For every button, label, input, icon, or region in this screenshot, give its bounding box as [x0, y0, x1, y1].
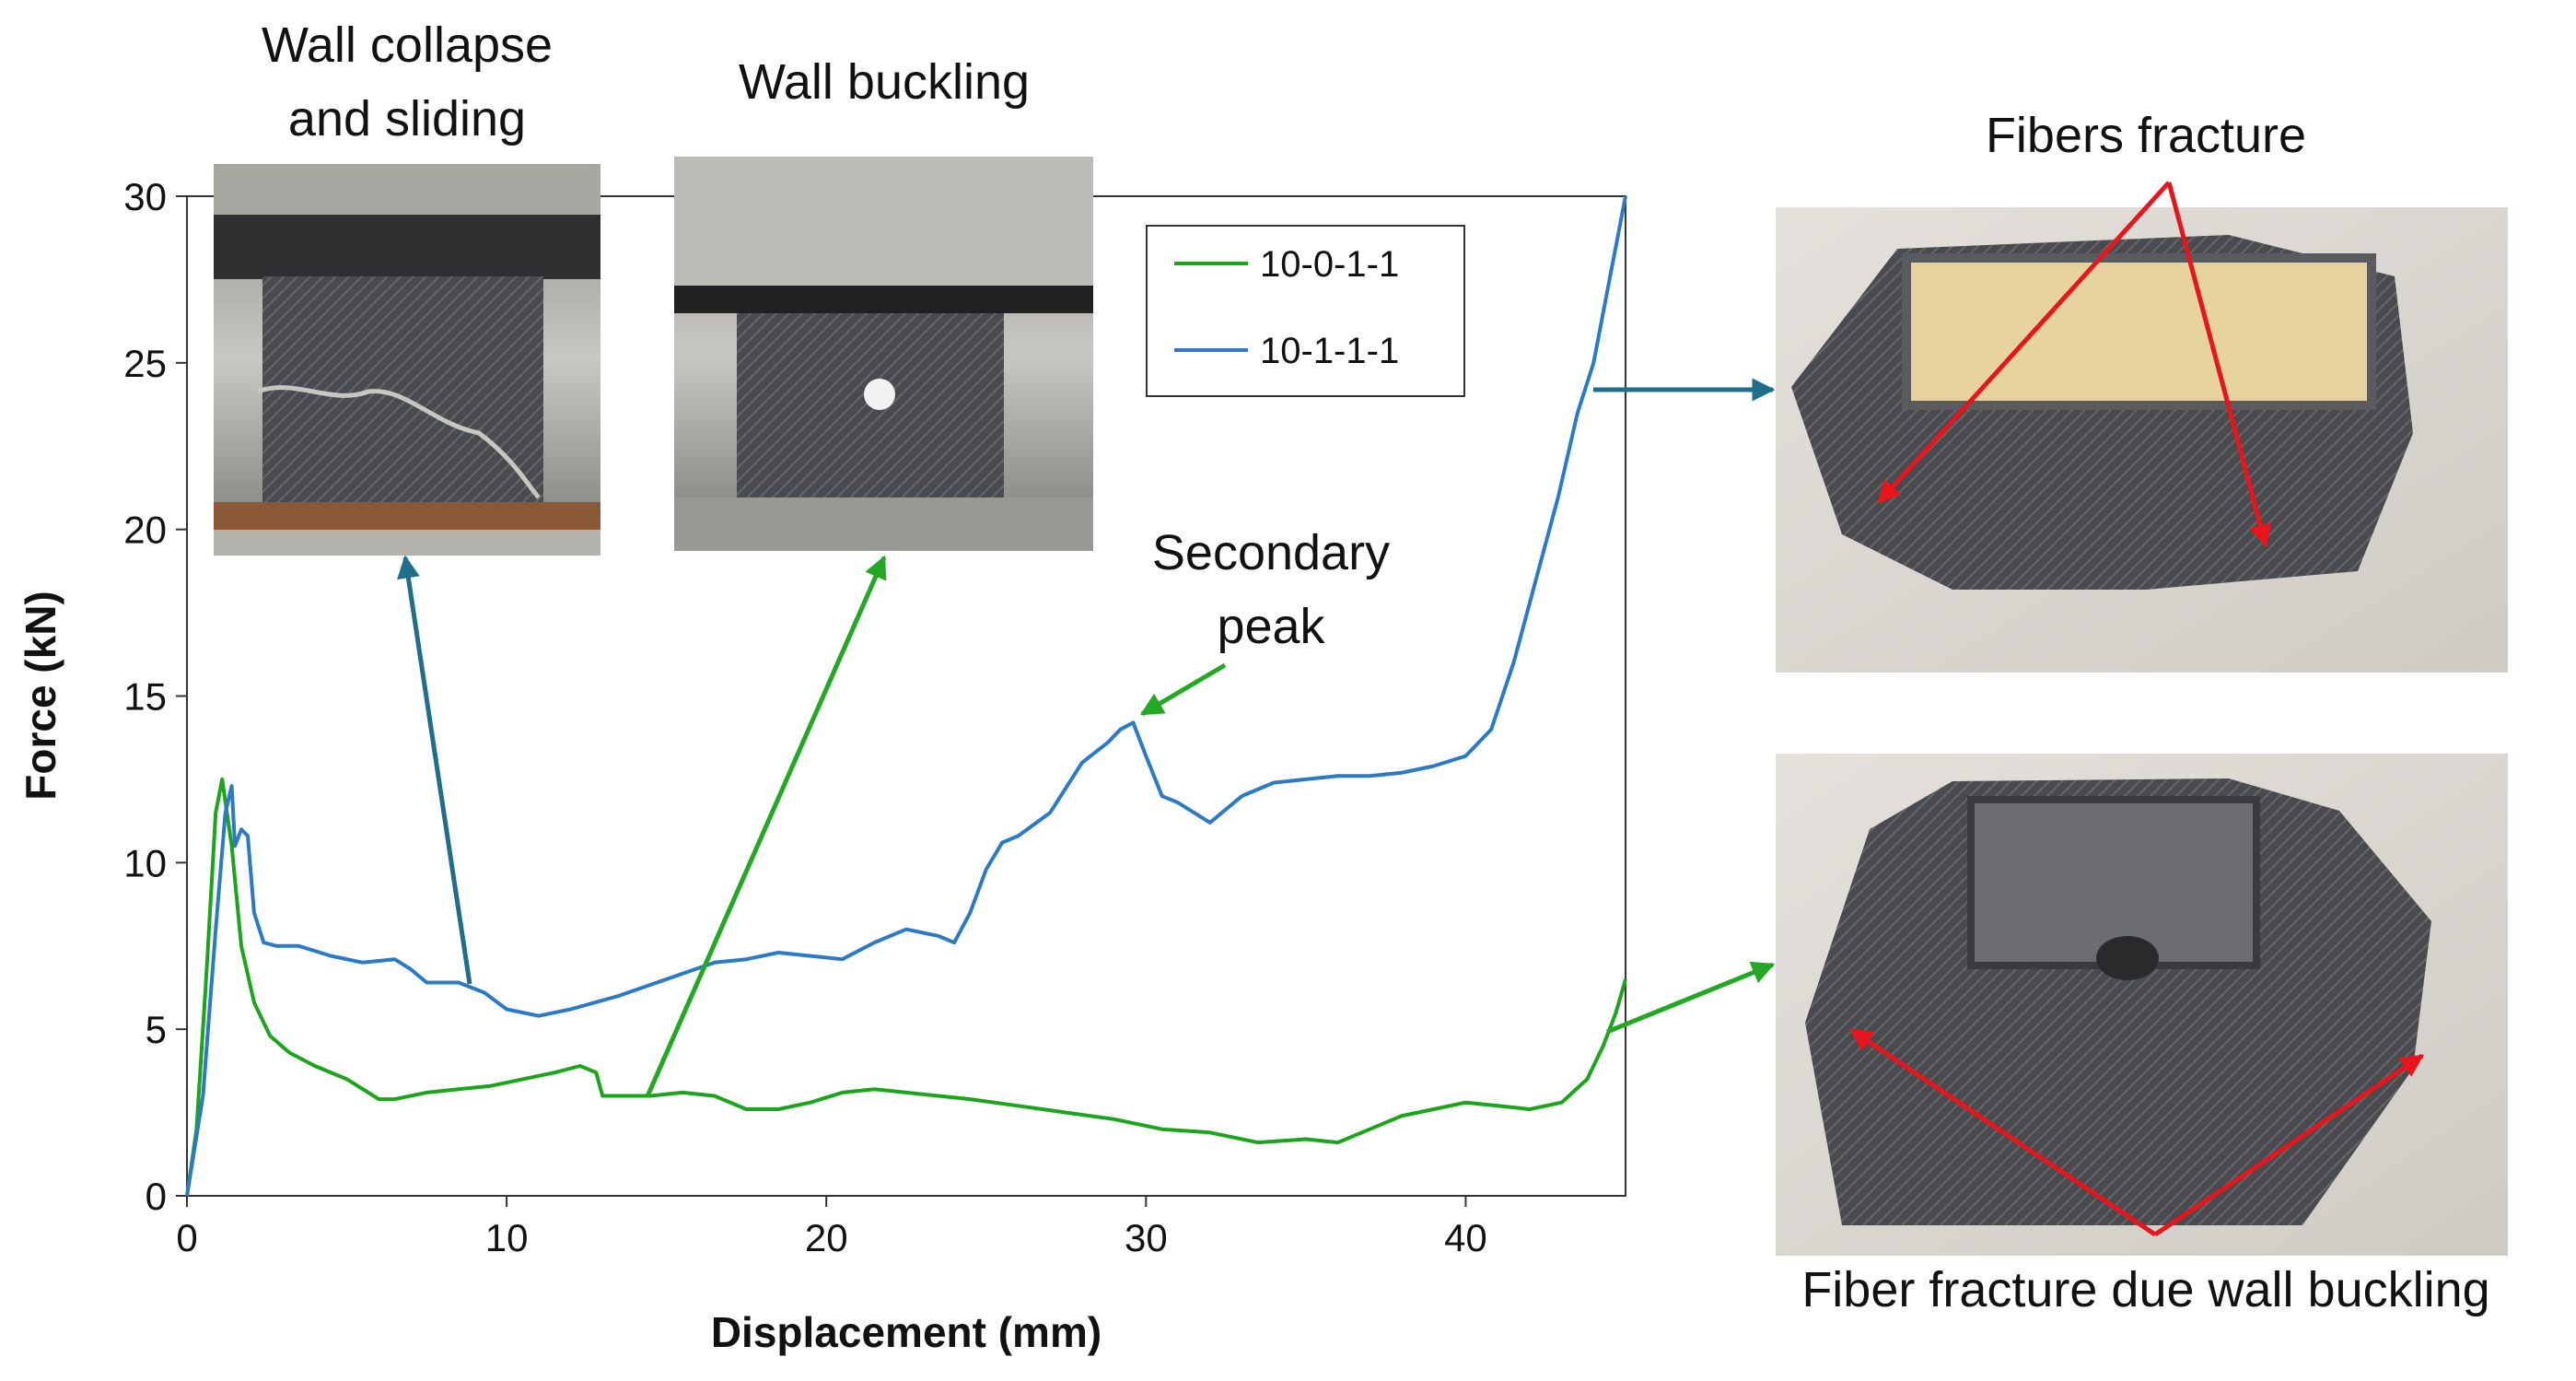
- x-tick-label: 20: [805, 1216, 848, 1259]
- caption-fibers-fracture: Fibers fracture: [1986, 108, 2306, 163]
- y-tick-label: 5: [146, 1008, 167, 1051]
- y-tick-label: 20: [123, 509, 167, 552]
- x-tick-label: 40: [1444, 1216, 1487, 1259]
- x-tick-label: 30: [1125, 1216, 1168, 1259]
- x-axis-label: Displacement (mm): [711, 1308, 1102, 1356]
- caption-wall-collapse-line1: Wall collapse: [262, 18, 553, 73]
- arrow-buckling-to-photo: [645, 555, 887, 1098]
- red-arrow-buckling-left: [1848, 1027, 2157, 1237]
- annotation-secondary-peak-line2: peak: [1217, 599, 1325, 654]
- caption-fiber-fracture-buckling: Fiber fracture due wall buckling: [1801, 1262, 2489, 1317]
- caption-wall-collapse-line2: and sliding: [288, 91, 526, 146]
- arrow-green-curve-to-bottom-photo: [1606, 961, 1776, 1035]
- red-arrow-fibers-left: [1877, 181, 2171, 504]
- arrow-secondary-peak: [1139, 662, 1227, 717]
- y-tick-label: 0: [146, 1175, 167, 1218]
- annotation-secondary-peak-line1: Secondary: [1152, 525, 1390, 580]
- red-arrow-buckling-right: [2153, 1053, 2425, 1237]
- x-tick-label: 0: [176, 1216, 197, 1259]
- legend-label-series-2: 10-1-1-1: [1260, 331, 1399, 371]
- caption-wall-buckling: Wall buckling: [739, 54, 1030, 110]
- series-line-10-1-1-1: [185, 195, 1627, 1197]
- photo-wall-collapse: [214, 164, 600, 556]
- x-axis-ticks: 0 10 20 30 40: [176, 1196, 1487, 1259]
- legend-label-series-1: 10-0-1-1: [1260, 244, 1399, 285]
- y-tick-label: 10: [123, 841, 167, 884]
- y-tick-label: 25: [123, 342, 167, 385]
- photo-fibers-fracture: [1776, 207, 2508, 673]
- y-axis-ticks: 0 5 10 15 20 25 30: [123, 175, 187, 1218]
- legend: 10-0-1-1 10-1-1-1: [1146, 225, 1465, 397]
- y-tick-label: 30: [123, 175, 167, 218]
- y-axis-label: Force (kN): [17, 591, 64, 800]
- photo-fiber-fracture-buckling: [1776, 754, 2508, 1256]
- legend-box: [1146, 225, 1465, 397]
- red-arrow-fibers-right: [2166, 181, 2272, 548]
- arrow-collapse-to-photo: [397, 555, 472, 985]
- x-tick-label: 10: [485, 1216, 529, 1259]
- series-line-10-0-1-1: [185, 777, 1627, 1197]
- series-layer: [185, 195, 1627, 1197]
- y-tick-label: 15: [123, 675, 167, 719]
- photo-wall-buckling: [674, 157, 1093, 551]
